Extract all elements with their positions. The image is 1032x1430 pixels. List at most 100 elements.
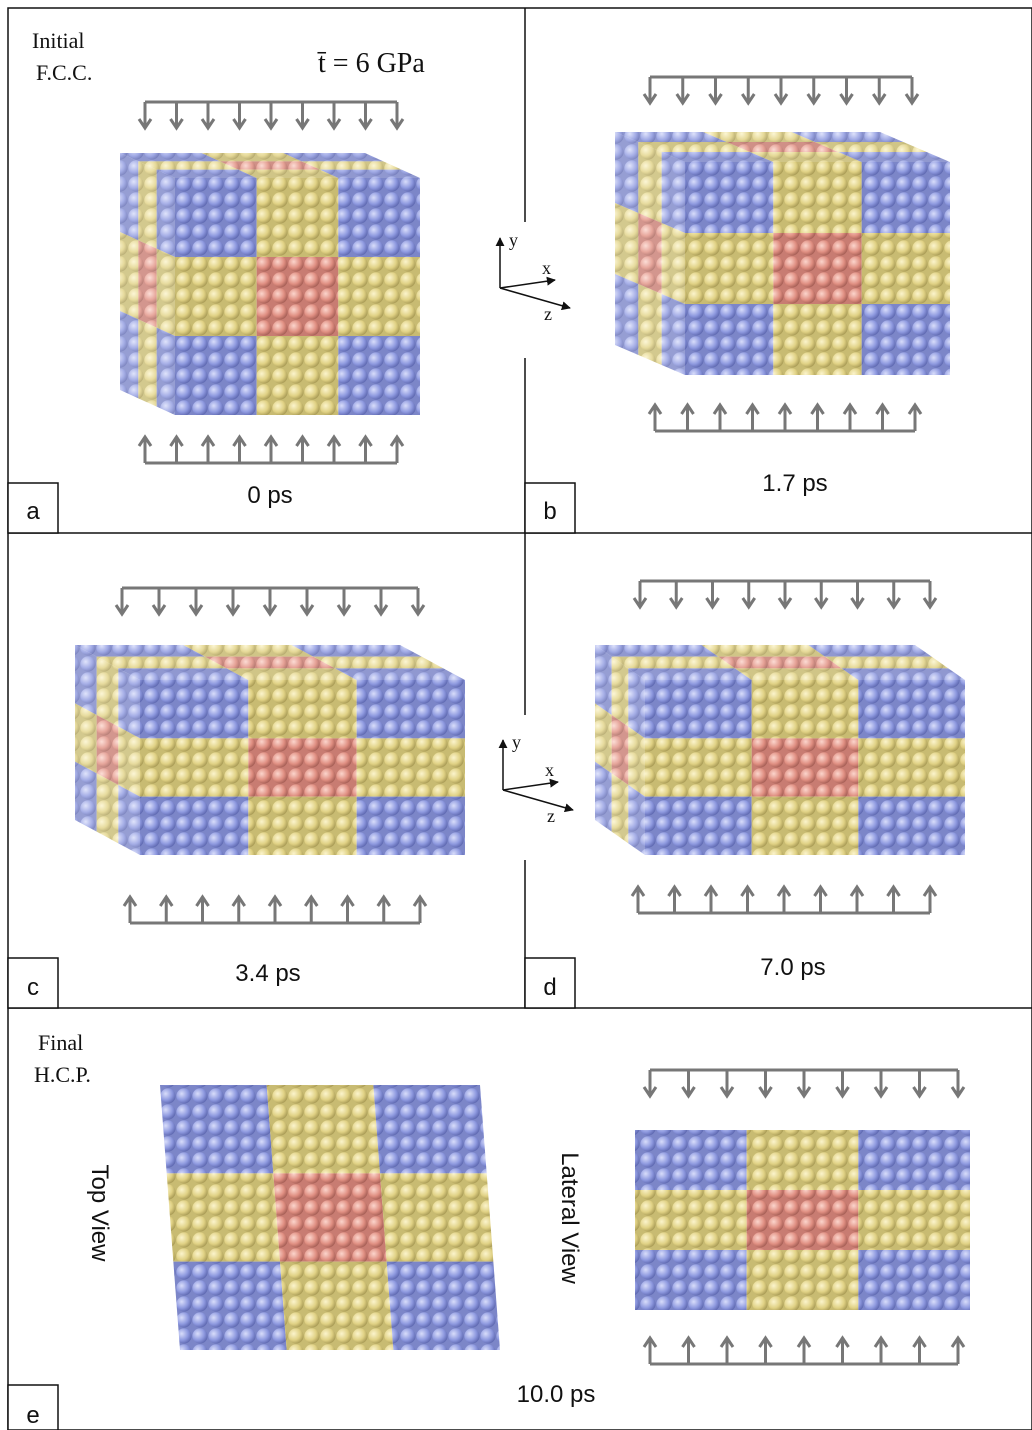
atom-block: [75, 645, 97, 715]
atom-block: [157, 170, 175, 257]
atom-block: [858, 797, 965, 855]
atom-block: [685, 162, 773, 233]
stress-label: t̄ = 6 GPa: [317, 48, 426, 79]
time-label: 0 ps: [247, 482, 292, 509]
load-arrows: [644, 1070, 964, 1096]
axis-label: y: [512, 732, 521, 752]
load-arrows: [139, 437, 403, 463]
load-arrows: [644, 1338, 964, 1364]
atom-block: [75, 645, 205, 657]
view-label: Lateral View: [556, 1152, 583, 1284]
load-arrows: [644, 77, 918, 103]
atom-block: [357, 738, 465, 796]
atom-block: [747, 1250, 859, 1310]
atom-block: [97, 715, 119, 785]
atom-block: [338, 336, 420, 415]
header-line: Initial: [32, 28, 85, 53]
atom-block: [118, 727, 140, 797]
header-line: H.C.P.: [34, 1062, 91, 1087]
load-arrows: [124, 897, 426, 923]
atom-block: [662, 152, 685, 233]
atom-block: [595, 762, 612, 832]
atom-block: [292, 645, 422, 657]
atom-block: [635, 1250, 747, 1310]
atom-block: [167, 1173, 280, 1261]
atom-block: [175, 178, 257, 257]
atom-block: [628, 727, 645, 797]
atom-block: [858, 1130, 970, 1190]
atom-block: [773, 304, 861, 375]
atom-block: [97, 773, 119, 843]
atom-block: [752, 680, 859, 738]
atom-block: [685, 304, 773, 375]
panel-letter: a: [26, 498, 40, 525]
atom-block: [335, 668, 465, 680]
atom-block: [267, 1085, 380, 1173]
atom-block: [862, 162, 950, 233]
atom-block: [735, 668, 858, 680]
atom-block: [118, 668, 140, 738]
atom-block: [612, 773, 629, 843]
atom-block: [140, 738, 248, 796]
atom-block: [280, 1262, 393, 1350]
time-label: 3.4 ps: [235, 960, 300, 987]
atom-block: [338, 178, 420, 257]
atom-block: [628, 668, 645, 738]
atom-block: [248, 738, 356, 796]
atom-block: [858, 1250, 970, 1310]
atom-block: [628, 785, 645, 855]
axis-triad: yxz: [470, 228, 570, 358]
atom-block: [595, 645, 718, 657]
atom-block: [635, 1130, 747, 1190]
atom-block: [157, 328, 175, 415]
atom-block: [138, 161, 156, 248]
atom-block: [862, 233, 950, 304]
atom-block: [628, 668, 751, 680]
atom-block: [120, 232, 138, 319]
time-label: 10.0 ps: [517, 1381, 596, 1408]
atom-block: [612, 715, 629, 785]
atom-structures: yxzyxz: [75, 77, 970, 1364]
header-line: F.C.C.: [36, 60, 92, 85]
atom-block: [595, 703, 612, 773]
atom-block: [97, 657, 227, 669]
load-arrows: [632, 887, 936, 913]
axis-label: x: [542, 258, 551, 278]
atom-block: [825, 657, 948, 669]
atom-block: [373, 1085, 486, 1173]
atom-block: [635, 1190, 747, 1250]
atom-block: [175, 257, 257, 336]
load-arrows: [634, 581, 936, 607]
atom-block: [645, 797, 752, 855]
panel-letter: c: [27, 974, 39, 1001]
atom-block: [645, 738, 752, 796]
atom-block: [175, 336, 257, 415]
atom-block: [638, 213, 661, 294]
atom-block: [313, 657, 443, 669]
atom-block: [257, 257, 339, 336]
atom-block: [140, 680, 248, 738]
atom-block: [173, 1262, 286, 1350]
atom-block: [747, 1190, 859, 1250]
atom-block: [357, 797, 465, 855]
atom-block: [862, 304, 950, 375]
atom-block: [138, 240, 156, 327]
atom-block: [612, 657, 735, 669]
time-label: 1.7 ps: [762, 470, 827, 497]
atom-block: [387, 1262, 500, 1350]
atom-block: [638, 142, 661, 223]
load-arrows: [116, 588, 424, 614]
atom-block: [118, 785, 140, 855]
axis-label: z: [544, 304, 552, 324]
atom-block: [842, 668, 965, 680]
time-label: 7.0 ps: [760, 954, 825, 981]
atom-block: [752, 797, 859, 855]
atom-block: [380, 1173, 493, 1261]
atom-block: [75, 762, 97, 832]
panel-letter: b: [543, 498, 556, 525]
atom-block: [273, 1173, 386, 1261]
atom-block: [615, 274, 638, 355]
atom-block: [662, 294, 685, 375]
axis-label: x: [545, 760, 554, 780]
atom-block: [157, 249, 175, 336]
